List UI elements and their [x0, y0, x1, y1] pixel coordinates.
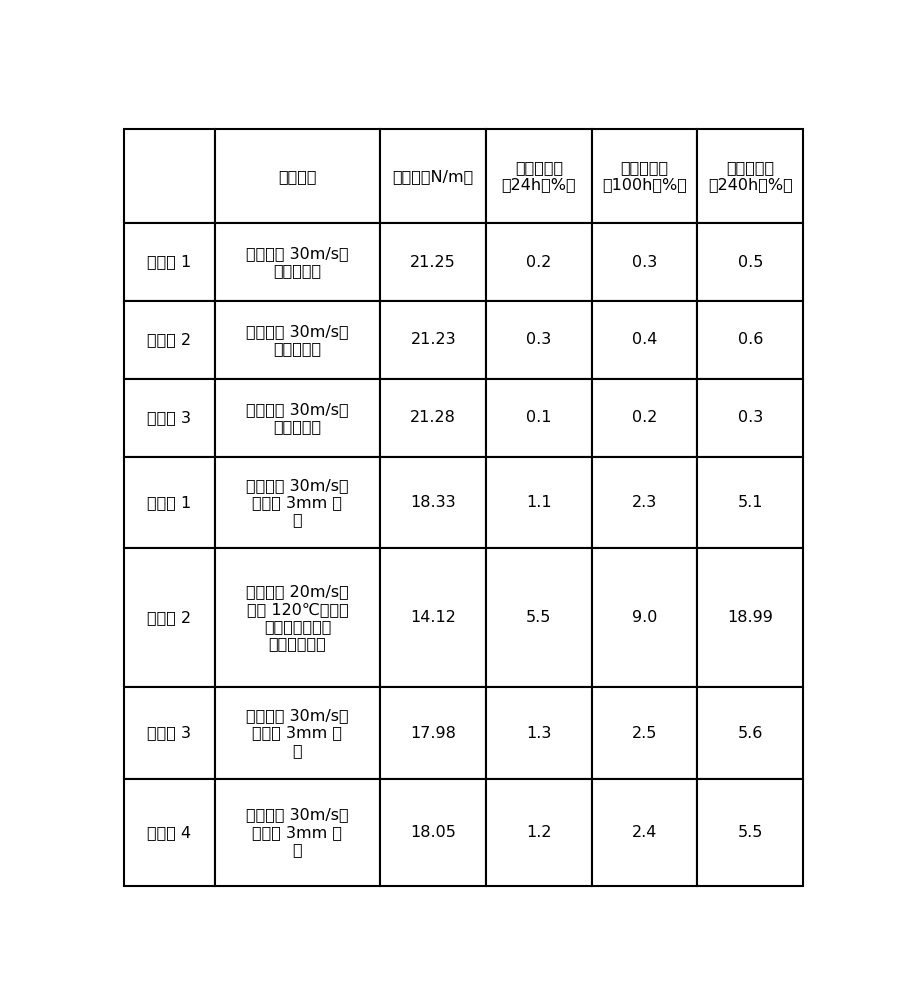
Text: 0.6: 0.6 [737, 332, 762, 347]
Bar [380, 687, 486, 779]
Text: 2.3: 2.3 [631, 495, 656, 510]
Text: 对比例 4: 对比例 4 [147, 825, 191, 840]
Text: 粘度变化率
（24h，%）: 粘度变化率 （24h，%） [501, 160, 575, 192]
Text: 2.5: 2.5 [631, 726, 656, 741]
Bar [380, 548, 486, 687]
Bar [486, 548, 591, 687]
Text: 0.3: 0.3 [737, 410, 762, 425]
Text: 涂布状态: 涂布状态 [278, 169, 316, 184]
Bar [591, 129, 696, 223]
Bar [124, 457, 214, 548]
Bar [380, 301, 486, 379]
Bar [486, 129, 591, 223]
Text: 5.1: 5.1 [737, 495, 762, 510]
Text: 粘度变化率
（100h，%）: 粘度变化率 （100h，%） [601, 160, 686, 192]
Text: 17.98: 17.98 [410, 726, 456, 741]
Bar [591, 301, 696, 379]
Text: 实施例 3: 实施例 3 [147, 410, 191, 425]
Bar [486, 379, 591, 457]
Text: 18.05: 18.05 [410, 825, 456, 840]
Bar [591, 548, 696, 687]
Bar [486, 779, 591, 886]
Bar [124, 129, 214, 223]
Bar [380, 223, 486, 301]
Bar [124, 779, 214, 886]
Bar [380, 379, 486, 457]
Text: 21.23: 21.23 [410, 332, 455, 347]
Text: 实施例 1: 实施例 1 [146, 255, 191, 270]
Text: 涂布速度 20m/s，
烘箱 120℃烘裂，
极片两侧边缘有
凹坑缩孔现象: 涂布速度 20m/s， 烘箱 120℃烘裂， 极片两侧边缘有 凹坑缩孔现象 [246, 584, 349, 651]
Text: 1.2: 1.2 [526, 825, 551, 840]
Text: 0.1: 0.1 [526, 410, 551, 425]
Bar [591, 223, 696, 301]
Text: 0.2: 0.2 [631, 410, 656, 425]
Bar [124, 687, 214, 779]
Bar [591, 779, 696, 886]
Text: 对比例 2: 对比例 2 [147, 610, 191, 625]
Bar [696, 779, 802, 886]
Text: 21.28: 21.28 [410, 410, 456, 425]
Bar [214, 779, 380, 886]
Bar [486, 223, 591, 301]
Bar [214, 687, 380, 779]
Text: 涂布速度 30m/s，
涂布无异常: 涂布速度 30m/s， 涂布无异常 [246, 324, 349, 356]
Bar [591, 379, 696, 457]
Bar [591, 687, 696, 779]
Bar [214, 223, 380, 301]
Bar [380, 457, 486, 548]
Bar [486, 687, 591, 779]
Text: 5.5: 5.5 [737, 825, 762, 840]
Text: 1.1: 1.1 [526, 495, 551, 510]
Bar [124, 548, 214, 687]
Text: 涂布速度 30m/s，
涂布有 3mm 拖
尾: 涂布速度 30m/s， 涂布有 3mm 拖 尾 [246, 808, 349, 857]
Bar [214, 301, 380, 379]
Text: 涂布速度 30m/s，
涂布有 3mm 拖
尾: 涂布速度 30m/s， 涂布有 3mm 拖 尾 [246, 708, 349, 758]
Bar [696, 223, 802, 301]
Text: 0.3: 0.3 [526, 332, 551, 347]
Bar [696, 548, 802, 687]
Bar [380, 779, 486, 886]
Bar [696, 379, 802, 457]
Bar [124, 379, 214, 457]
Text: 0.4: 0.4 [631, 332, 656, 347]
Text: 14.12: 14.12 [410, 610, 456, 625]
Bar [696, 301, 802, 379]
Text: 0.5: 0.5 [737, 255, 762, 270]
Text: 0.3: 0.3 [631, 255, 656, 270]
Text: 对比例 3: 对比例 3 [147, 726, 191, 741]
Text: 涂布速度 30m/s，
涂布有 3mm 拖
尾: 涂布速度 30m/s， 涂布有 3mm 拖 尾 [246, 478, 349, 527]
Bar [124, 301, 214, 379]
Text: 实施例 2: 实施例 2 [147, 332, 191, 347]
Bar [214, 457, 380, 548]
Text: 0.2: 0.2 [526, 255, 551, 270]
Text: 5.6: 5.6 [737, 726, 762, 741]
Bar [696, 457, 802, 548]
Text: 剥离力（N/m）: 剥离力（N/m） [392, 169, 473, 184]
Text: 5.5: 5.5 [526, 610, 551, 625]
Bar [486, 457, 591, 548]
Bar [214, 129, 380, 223]
Text: 1.3: 1.3 [526, 726, 551, 741]
Bar [380, 129, 486, 223]
Bar [214, 379, 380, 457]
Bar [486, 301, 591, 379]
Bar [696, 687, 802, 779]
Text: 对比例 1: 对比例 1 [146, 495, 191, 510]
Text: 2.4: 2.4 [631, 825, 656, 840]
Text: 9.0: 9.0 [631, 610, 656, 625]
Text: 涂布速度 30m/s，
涂布无异常: 涂布速度 30m/s， 涂布无异常 [246, 246, 349, 278]
Text: 18.99: 18.99 [727, 610, 772, 625]
Text: 涂布速度 30m/s，
涂布无异常: 涂布速度 30m/s， 涂布无异常 [246, 402, 349, 434]
Text: 粘度变化率
（240h，%）: 粘度变化率 （240h，%） [707, 160, 792, 192]
Text: 18.33: 18.33 [410, 495, 455, 510]
Bar [124, 223, 214, 301]
Bar [696, 129, 802, 223]
Bar [214, 548, 380, 687]
Text: 21.25: 21.25 [410, 255, 456, 270]
Bar [591, 457, 696, 548]
